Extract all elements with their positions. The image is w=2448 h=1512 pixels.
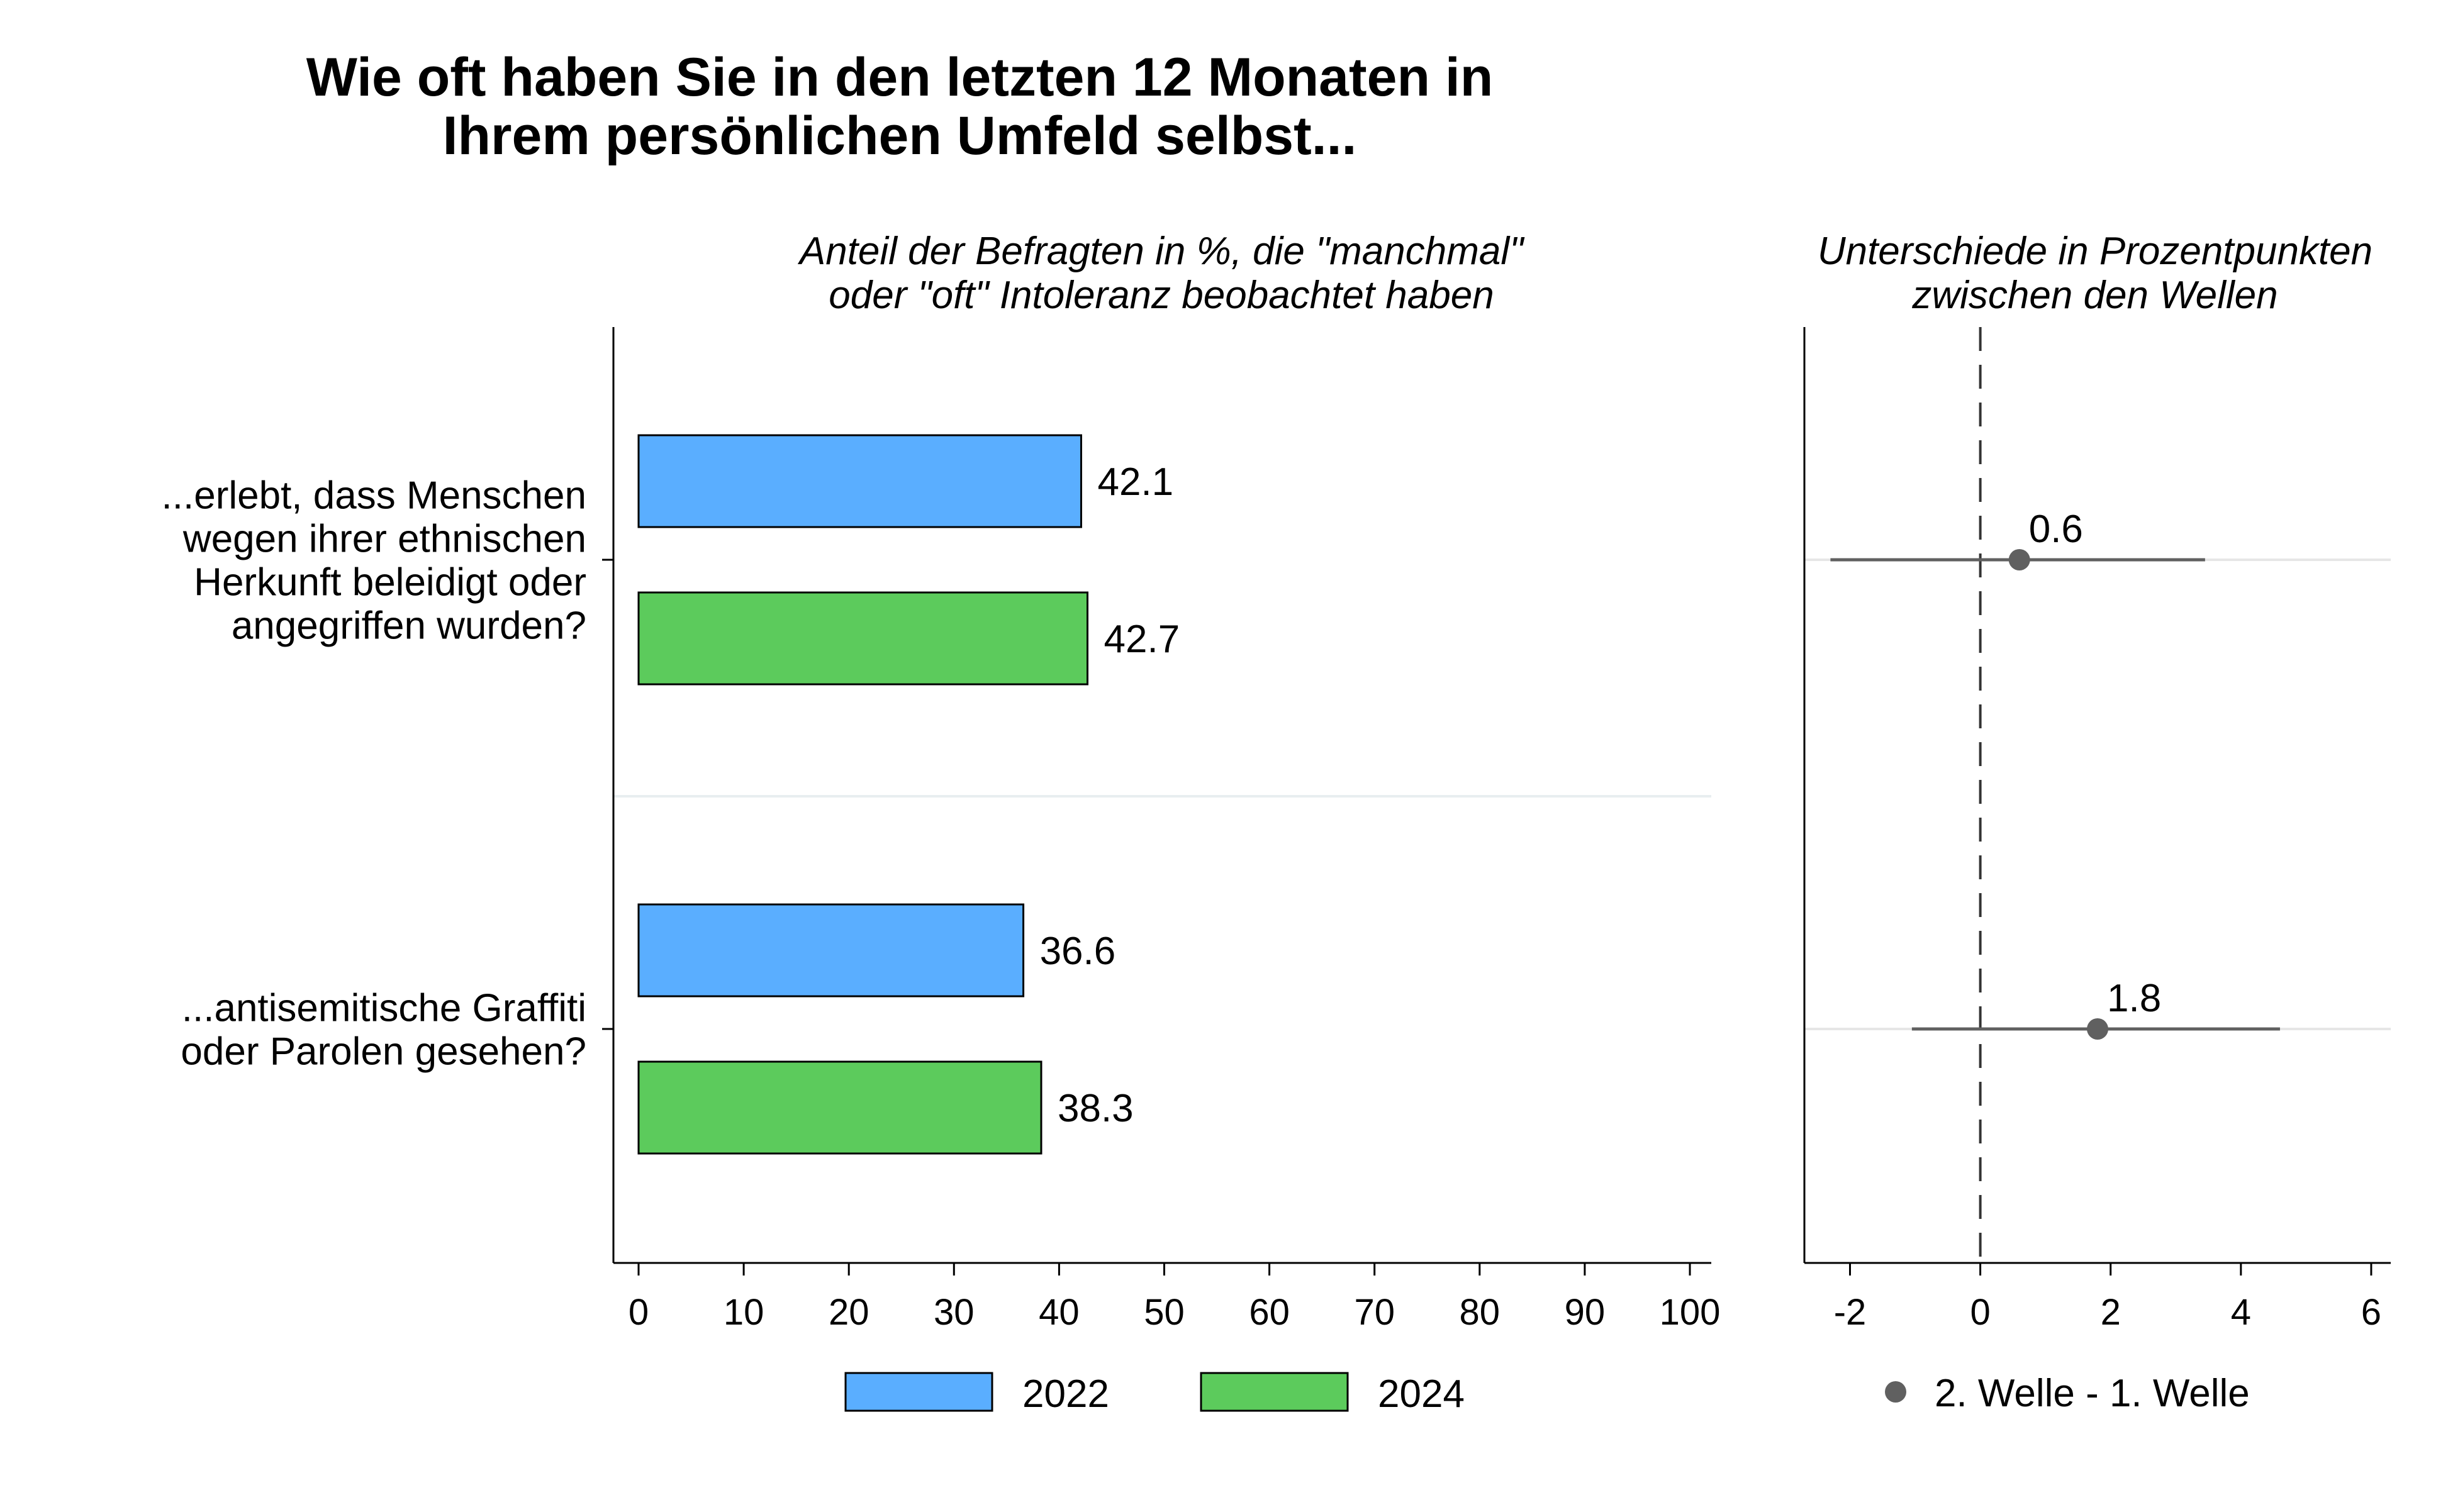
bar-x-tick-label-50: 50 xyxy=(1144,1292,1185,1333)
legend-swatch-2022 xyxy=(844,1372,993,1412)
legend-label-2022: 2022 xyxy=(1022,1372,1109,1416)
legend-label-difference: 2. Welle - 1. Welle xyxy=(1935,1372,2250,1415)
bar-2024-cat-0 xyxy=(637,591,1089,686)
category-label-0-line-1: wegen ihrer ethnischen xyxy=(182,518,586,561)
difference-panel-title-line-2: zwischen den Wellen xyxy=(1911,274,2278,317)
bars: 42.1 36.6 42.7 38.3 xyxy=(637,434,1180,1155)
difference-x-tick-label-0: 0 xyxy=(1970,1292,1990,1333)
legend-marker-difference xyxy=(1885,1381,1906,1403)
category-label-1-line-1: oder Parolen gesehen? xyxy=(181,1030,586,1074)
bar-x-ticks: 0 10 20 30 40 50 60 70 80 90 100 xyxy=(629,1263,1721,1333)
bar-x-tick-label-30: 30 xyxy=(934,1292,975,1333)
difference-points: 0.6 1.8 xyxy=(1830,508,2280,1040)
bar-x-tick-label-90: 90 xyxy=(1565,1292,1606,1333)
difference-x-tick-label-2: 2 xyxy=(2101,1292,2121,1333)
bar-value-label-2022-cat-1: 36.6 xyxy=(1040,930,1116,973)
bar-value-label-2022-cat-0: 42.1 xyxy=(1097,460,1173,504)
bar-2022-cat-1 xyxy=(637,903,1025,998)
bar-value-label-2024-cat-1: 38.3 xyxy=(1058,1087,1134,1130)
bar-panel-title-line-1: Anteil der Befragten in %, die "manchmal… xyxy=(797,230,1525,273)
difference-point-1 xyxy=(2087,1018,2108,1040)
row-guide-lines xyxy=(1804,559,2391,1030)
bar-x-tick-label-70: 70 xyxy=(1354,1292,1395,1333)
difference-panel-title-line-1: Unterschiede in Prozentpunkten xyxy=(1818,230,2373,273)
difference-x-tick-label-4: 4 xyxy=(2231,1292,2251,1333)
category-label-0-line-2: Herkunft beleidigt oder xyxy=(194,561,586,604)
bar-panel: Anteil der Befragten in %, die "manchmal… xyxy=(162,230,1721,1416)
legend-label-2024: 2024 xyxy=(1378,1372,1465,1416)
difference-panel: Unterschiede in Prozentpunkten zwischen … xyxy=(1803,230,2391,1415)
difference-point-0 xyxy=(2008,549,2030,570)
difference-value-label-0: 0.6 xyxy=(2029,508,2083,551)
category-label-0-line-3: angegriffen wurden? xyxy=(232,604,586,648)
difference-value-label-1: 1.8 xyxy=(2107,977,2161,1020)
bar-x-tick-label-0: 0 xyxy=(629,1292,649,1333)
bar-x-tick-label-60: 60 xyxy=(1249,1292,1290,1333)
difference-x-tick-label--2: -2 xyxy=(1834,1292,1867,1333)
bar-x-tick-label-10: 10 xyxy=(724,1292,764,1333)
category-label-1-line-0: ...antisemitische Graffiti xyxy=(182,987,586,1030)
bar-x-tick-label-20: 20 xyxy=(829,1292,869,1333)
bar-x-tick-label-80: 80 xyxy=(1460,1292,1501,1333)
difference-legend: 2. Welle - 1. Welle xyxy=(1885,1372,2250,1415)
legend-swatch-2024 xyxy=(1200,1372,1349,1412)
difference-x-ticks: -2 0 2 4 6 xyxy=(1834,1263,2381,1333)
bar-x-tick-label-40: 40 xyxy=(1039,1292,1080,1333)
bar-legend: 2022 2024 xyxy=(844,1372,1465,1416)
bar-2024-cat-1 xyxy=(637,1060,1042,1155)
figure-title: Wie oft haben Sie in den letzten 12 Mona… xyxy=(306,47,1494,166)
figure-title-line-1: Wie oft haben Sie in den letzten 12 Mona… xyxy=(306,47,1494,108)
bar-panel-title-line-2: oder "oft" Intoleranz beobachtet haben xyxy=(829,274,1494,317)
figure-title-line-2: Ihrem persönlichen Umfeld selbst... xyxy=(443,106,1357,166)
bar-x-tick-label-100: 100 xyxy=(1660,1292,1721,1333)
category-label-0-line-0: ...erlebt, dass Menschen xyxy=(162,474,586,518)
bar-value-label-2024-cat-0: 42.7 xyxy=(1104,618,1180,661)
difference-x-tick-label-6: 6 xyxy=(2361,1292,2381,1333)
bar-2022-cat-0 xyxy=(637,434,1082,528)
